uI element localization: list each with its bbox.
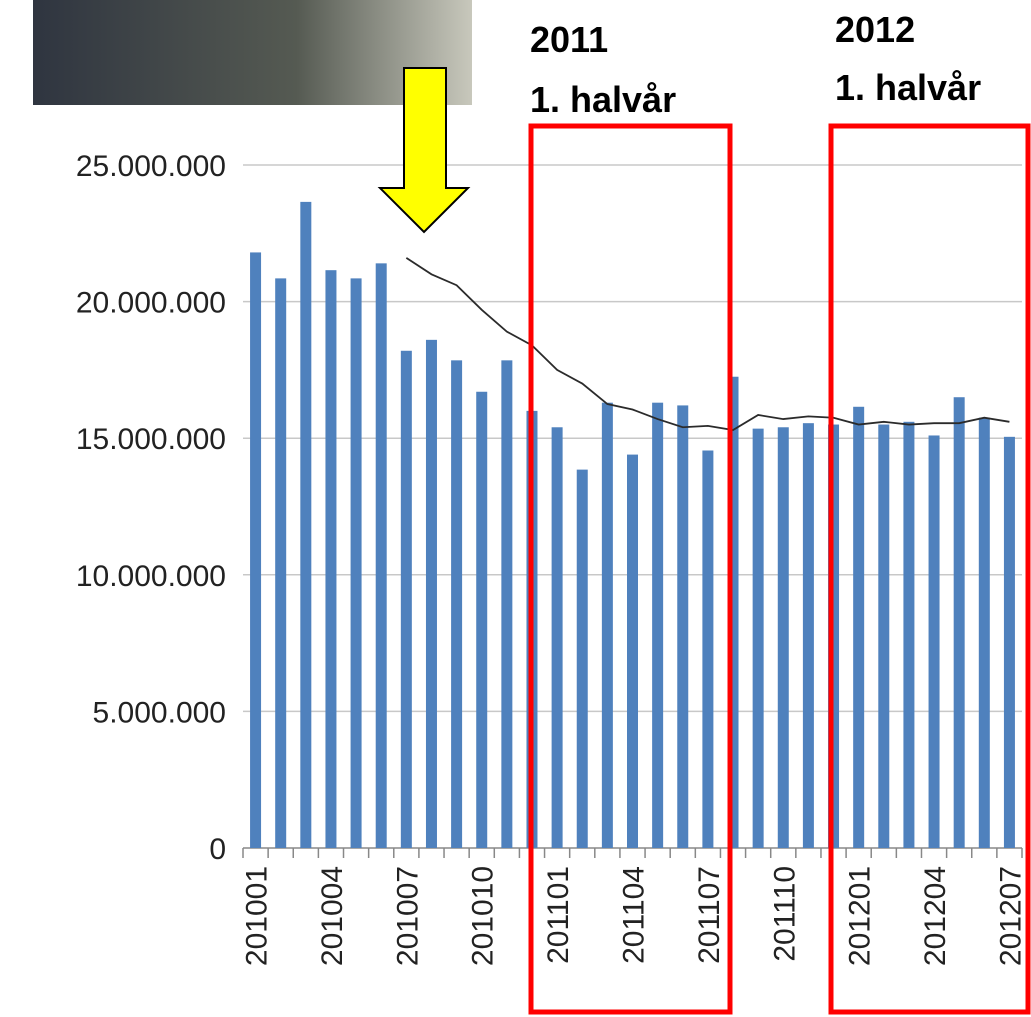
bar <box>451 360 462 848</box>
x-tick-label: 201104 <box>618 866 651 964</box>
bar <box>602 403 613 848</box>
chart: 0 5.000.000 10.000.000 15.000.000 20.000.000… <box>0 0 1031 1017</box>
page: {"chart_data": {"type": "bar", "annotati… <box>0 0 1031 1017</box>
bar <box>753 429 764 848</box>
y-tick-label: 10.000.000 <box>76 560 226 593</box>
bar <box>702 450 713 848</box>
bar <box>250 252 261 848</box>
bar <box>426 340 437 848</box>
bar <box>476 392 487 848</box>
x-tick-label: 201204 <box>919 866 952 966</box>
annotation: 1. halvår <box>835 67 981 108</box>
bar <box>325 270 336 848</box>
x-tick-label: 201110 <box>768 866 801 962</box>
bar <box>1004 437 1015 848</box>
x-tick-label: 201010 <box>467 866 500 966</box>
trend-line <box>406 258 1009 430</box>
bar <box>351 278 362 848</box>
x-tick-label: 201201 <box>844 866 877 966</box>
bar <box>778 427 789 848</box>
x-tick-label: 201107 <box>693 866 726 964</box>
annotation: 2012 <box>835 9 915 50</box>
bar <box>376 263 387 848</box>
x-tick-label: 201001 <box>241 866 274 966</box>
y-tick-label: 15.000.000 <box>76 423 226 456</box>
bar <box>577 470 588 848</box>
bar <box>929 435 940 848</box>
bar <box>300 202 311 848</box>
bar <box>275 278 286 848</box>
x-tick-label: 201101 <box>542 866 575 964</box>
bar <box>979 418 990 848</box>
bar <box>652 403 663 848</box>
bar <box>954 397 965 848</box>
annotation: 2011 <box>530 19 608 60</box>
x-tick-label: 201004 <box>316 866 349 966</box>
bar <box>552 427 563 848</box>
bar <box>853 407 864 848</box>
y-tick-label: 5.000.000 <box>93 696 226 729</box>
bar <box>401 351 412 848</box>
y-tick-label: 25.000.000 <box>76 150 226 183</box>
bar <box>903 422 914 848</box>
bar <box>677 405 688 848</box>
bar <box>627 455 638 848</box>
bar <box>501 360 512 848</box>
annotation: 1. halvår <box>530 79 676 120</box>
x-tick-label: 201207 <box>994 866 1027 966</box>
bar <box>803 423 814 848</box>
y-tick-label: 20.000.000 <box>76 287 226 320</box>
bar <box>878 425 889 848</box>
y-tick-label: 0 <box>209 833 226 866</box>
x-tick-label: 201007 <box>391 866 424 966</box>
